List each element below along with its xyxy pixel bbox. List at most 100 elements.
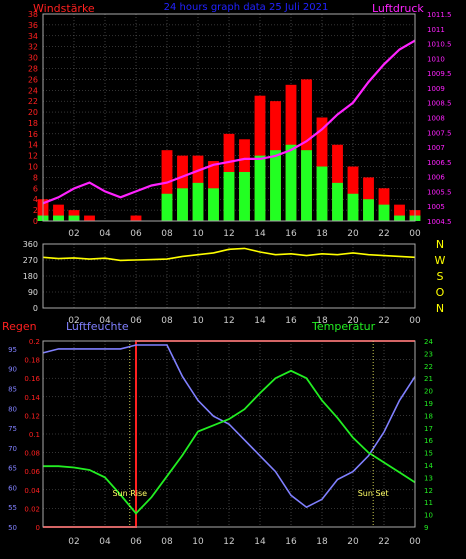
pressure-y-tick-label: 1005.5 xyxy=(427,188,452,196)
temperature-y-tick-label: 24 xyxy=(424,338,433,346)
wind-y-tick-label: 22 xyxy=(28,97,38,106)
humidity-y-tick-label: 95 xyxy=(8,346,17,354)
wind-average-bar xyxy=(161,193,173,221)
direction-x-tick-label: 06 xyxy=(130,316,142,326)
wind-y-tick-label: 16 xyxy=(28,130,38,139)
rain-y-tick-label: 0.2 xyxy=(29,338,40,346)
wind-x-tick-label: 22 xyxy=(378,229,389,239)
direction-y-tick-label: 360 xyxy=(23,240,38,249)
temperature-y-tick-label: 19 xyxy=(424,400,433,408)
direction-compass-label: N xyxy=(436,302,444,315)
direction-compass-label: W xyxy=(435,254,446,267)
direction-x-tick-label: 20 xyxy=(347,316,359,326)
wind-gust-bar xyxy=(130,215,142,221)
humidity-y-tick-label: 80 xyxy=(8,405,17,413)
pressure-y-tick-label: 1007.5 xyxy=(427,129,452,137)
rain-y-tick-label: 0.04 xyxy=(24,487,40,495)
wind-gust-bar xyxy=(394,204,405,221)
direction-x-tick-label: 02 xyxy=(68,316,79,326)
wind-y-tick-label: 12 xyxy=(28,152,38,161)
climate-x-tick-label: 16 xyxy=(285,537,297,547)
wind-gust-bar xyxy=(84,215,95,221)
rain-y-tick-label: 0.18 xyxy=(24,357,40,365)
wind-x-tick-label: 14 xyxy=(254,229,266,239)
wind-x-tick-label: 10 xyxy=(192,229,204,239)
wind-average-bar xyxy=(254,155,266,221)
direction-y-tick-label: 180 xyxy=(23,272,38,281)
temperature-y-tick-label: 17 xyxy=(424,425,433,433)
wind-x-tick-label: 00 xyxy=(409,229,421,239)
wind-axis-title: Windstärke xyxy=(33,2,95,15)
wind-x-tick-label: 02 xyxy=(68,229,79,239)
wind-x-tick-label: 08 xyxy=(161,229,173,239)
climate-x-tick-label: 08 xyxy=(161,537,173,547)
wind-y-tick-label: 34 xyxy=(28,32,38,41)
pressure-y-tick-label: 1010 xyxy=(427,55,445,63)
temperature-y-tick-label: 12 xyxy=(424,487,433,495)
temperature-y-tick-label: 18 xyxy=(424,412,433,420)
temperature-y-tick-label: 23 xyxy=(424,350,433,358)
rain-y-tick-label: 0 xyxy=(36,524,40,532)
wind-average-bar xyxy=(53,215,64,221)
direction-x-tick-label: 14 xyxy=(254,316,266,326)
rain-y-tick-label: 0.06 xyxy=(24,468,40,476)
wind-average-bar xyxy=(301,150,312,221)
wind-x-tick-label: 06 xyxy=(130,229,142,239)
temperature-line xyxy=(43,369,416,515)
wind-average-bar xyxy=(239,171,250,221)
wind-y-tick-label: 4 xyxy=(33,195,38,204)
humidity-y-tick-label: 50 xyxy=(8,524,17,532)
chart-title: 24 hours graph data 25 Juli 2021 xyxy=(164,2,329,13)
wind-average-bar xyxy=(68,215,80,221)
wind-y-tick-label: 18 xyxy=(28,119,38,128)
pressure-y-tick-label: 1007 xyxy=(427,144,445,152)
temperature-y-tick-label: 20 xyxy=(424,388,433,396)
rain-y-tick-label: 0.1 xyxy=(29,431,40,439)
wind-y-tick-label: 2 xyxy=(33,206,38,215)
direction-x-tick-label: 22 xyxy=(378,316,389,326)
pressure-y-tick-label: 1011 xyxy=(427,26,445,34)
wind-x-tick-label: 12 xyxy=(223,229,234,239)
climate-x-tick-label: 14 xyxy=(254,537,266,547)
pressure-y-tick-label: 1008.5 xyxy=(427,100,452,108)
rain-y-tick-label: 0.08 xyxy=(24,450,40,458)
pressure-y-tick-label: 1009 xyxy=(427,85,445,93)
direction-compass-label: N xyxy=(436,238,444,251)
direction-y-tick-label: 90 xyxy=(28,288,38,297)
direction-x-tick-label: 00 xyxy=(409,316,421,326)
direction-x-tick-label: 16 xyxy=(285,316,297,326)
wind-x-tick-label: 16 xyxy=(285,229,297,239)
pressure-line xyxy=(42,39,416,205)
wind-y-tick-label: 30 xyxy=(28,54,38,63)
wind-average-bar xyxy=(192,182,204,221)
humidity-y-tick-label: 60 xyxy=(8,484,17,492)
pressure-y-tick-label: 1011.5 xyxy=(427,11,452,19)
wind-y-tick-label: 26 xyxy=(28,75,38,84)
wind-y-tick-label: 8 xyxy=(33,173,38,182)
direction-x-tick-label: 08 xyxy=(161,316,173,326)
wind-average-bar xyxy=(270,150,281,221)
direction-plot-frame xyxy=(42,243,416,309)
direction-x-tick-label: 04 xyxy=(99,316,111,326)
wind-y-tick-label: 14 xyxy=(28,141,38,150)
pressure-y-tick-label: 1008 xyxy=(427,115,445,123)
rain-y-tick-label: 0.16 xyxy=(24,375,40,383)
wind-average-bar xyxy=(177,188,188,221)
direction-compass-label: S xyxy=(437,270,444,283)
temperature-y-tick-label: 9 xyxy=(424,524,428,532)
temperature-axis-title: Temperatur xyxy=(311,320,376,333)
temperature-y-tick-label: 14 xyxy=(424,462,433,470)
climate-x-tick-label: 02 xyxy=(68,537,79,547)
wind-gust-bar xyxy=(53,204,64,221)
wind-y-tick-label: 20 xyxy=(28,108,38,117)
wind-gust-bar xyxy=(161,150,173,221)
wind-y-tick-label: 24 xyxy=(28,86,38,95)
temperature-y-tick-label: 13 xyxy=(424,474,433,482)
sun-event-label: Sun Set xyxy=(358,489,389,498)
temperature-y-tick-label: 16 xyxy=(424,437,433,445)
rain-y-tick-label: 0.02 xyxy=(24,505,40,513)
sun-event-label: Sun Rise xyxy=(112,489,147,498)
wind-average-bar xyxy=(363,199,374,221)
wind-average-bar xyxy=(316,166,328,221)
